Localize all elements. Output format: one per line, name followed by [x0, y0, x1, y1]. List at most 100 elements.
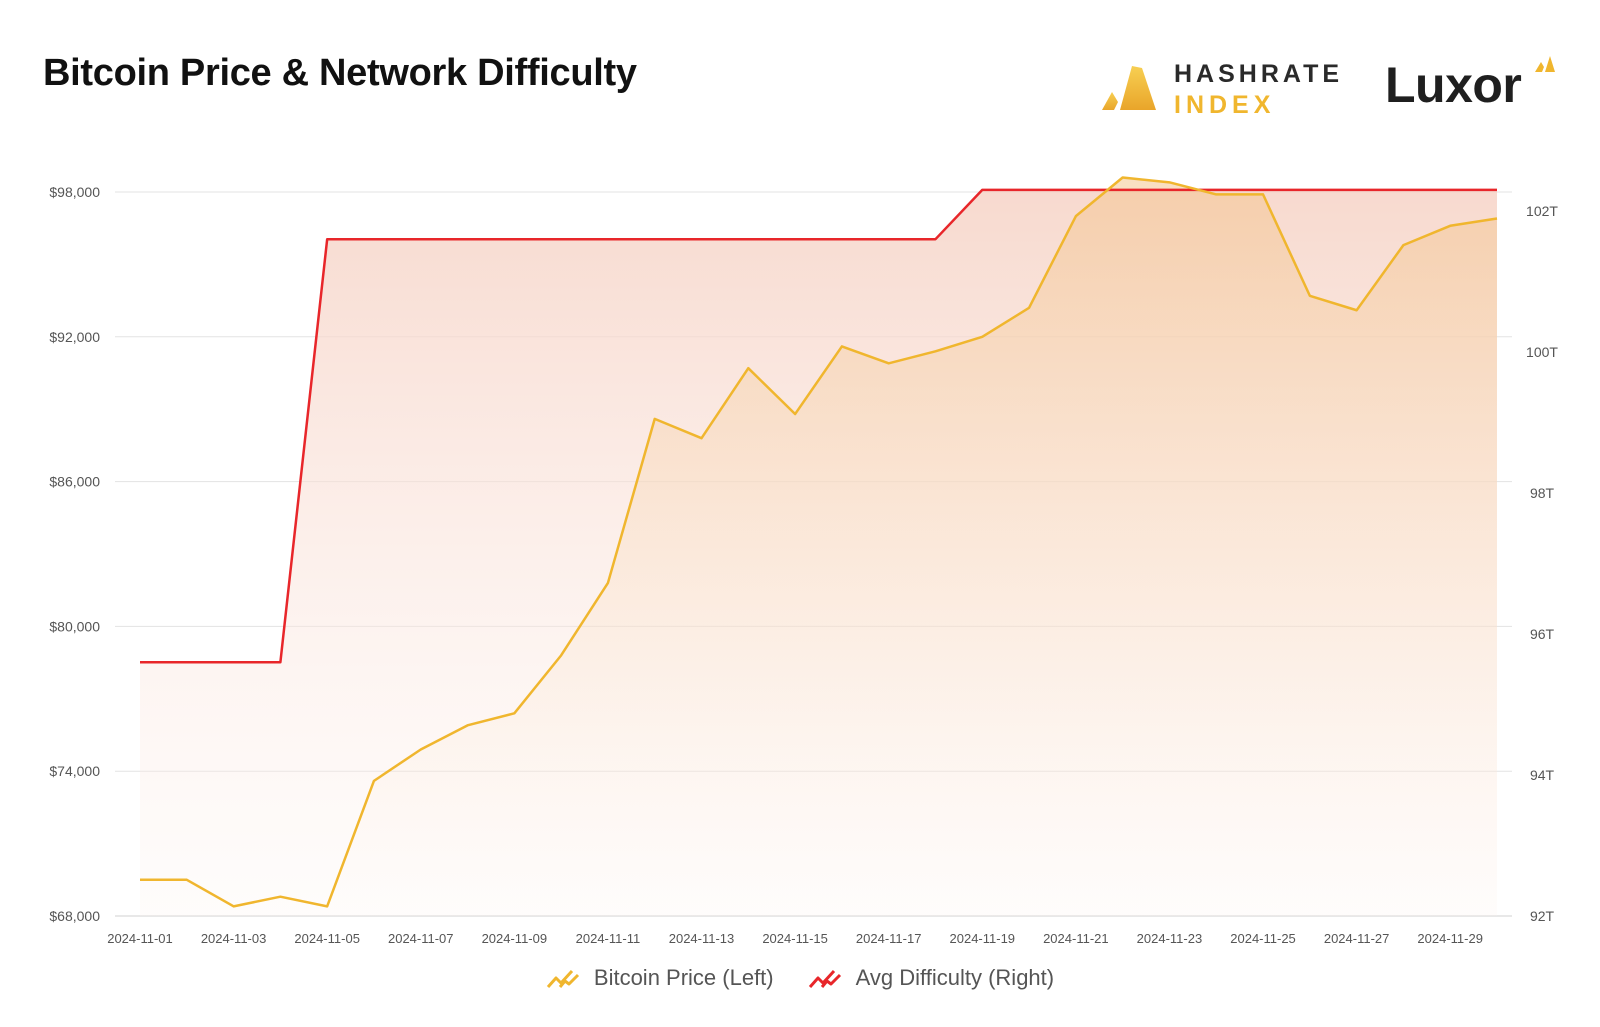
- difficulty-line: [140, 188, 1497, 664]
- x-tick-label: 2024-11-19: [950, 931, 1016, 946]
- difficulty-point: [232, 660, 236, 664]
- difficulty-point: [840, 237, 844, 241]
- price-point: [1448, 224, 1452, 228]
- difficulty-point: [653, 237, 657, 241]
- difficulty-point: [1355, 188, 1359, 192]
- y-right-tick-label: 98T: [1530, 485, 1555, 501]
- x-tick-label: 2024-11-11: [576, 931, 641, 946]
- x-tick-label: 2024-11-23: [1137, 931, 1203, 946]
- x-axis: 2024-11-01 2024-11-03 2024-11-05 2024-11-07…: [107, 931, 1483, 946]
- x-tick-label: 2024-11-25: [1230, 931, 1296, 946]
- difficulty-point: [1167, 188, 1171, 192]
- series-lines: [138, 176, 1499, 908]
- price-point: [887, 361, 891, 365]
- x-tick-label: 2024-11-03: [201, 931, 267, 946]
- price-point: [746, 366, 750, 370]
- legend-item-difficulty[interactable]: Avg Difficulty (Right): [808, 965, 1054, 991]
- y-left-tick-label: $80,000: [49, 618, 100, 634]
- y-left-tick-label: $92,000: [49, 329, 100, 345]
- hashrate-index-logo: HASHRATE INDEX: [1098, 58, 1339, 119]
- difficulty-point: [138, 660, 142, 664]
- price-point: [933, 349, 937, 353]
- y-right-tick-label: 94T: [1530, 767, 1555, 783]
- price-point: [512, 711, 516, 715]
- price-point: [372, 779, 376, 783]
- difficulty-point: [466, 237, 470, 241]
- difficulty-point: [1214, 188, 1218, 192]
- price-point: [232, 904, 236, 908]
- y-right-tick-label: 100T: [1526, 344, 1558, 360]
- price-point: [278, 895, 282, 899]
- difficulty-point: [1401, 188, 1405, 192]
- difficulty-point: [700, 237, 704, 241]
- legend-label-difficulty: Avg Difficulty (Right): [855, 965, 1055, 990]
- hashrate-logo-line1: HASHRATE: [1174, 60, 1344, 88]
- x-tick-label: 2024-11-05: [294, 931, 360, 946]
- difficulty-point: [1121, 188, 1125, 192]
- price-point: [840, 344, 844, 348]
- luxor-logo-text: Luxor: [1385, 57, 1522, 113]
- price-point: [606, 581, 610, 585]
- price-point: [1074, 214, 1078, 218]
- x-tick-label: 2024-11-21: [1043, 931, 1109, 946]
- difficulty-point: [887, 237, 891, 241]
- line-series-icon: [546, 969, 579, 988]
- x-tick-label: 2024-11-15: [762, 931, 828, 946]
- luxor-logo-icon: [1535, 56, 1555, 72]
- price-point: [700, 436, 704, 440]
- y-right-tick-label: 96T: [1530, 626, 1555, 642]
- difficulty-point: [606, 237, 610, 241]
- difficulty-point: [1027, 188, 1031, 192]
- price-point: [138, 878, 142, 882]
- legend-item-price[interactable]: Bitcoin Price (Left): [546, 965, 774, 991]
- chart-title: Bitcoin Price & Network Difficulty: [43, 52, 637, 94]
- x-tick-label: 2024-11-07: [388, 931, 454, 946]
- x-tick-label: 2024-11-09: [482, 931, 548, 946]
- price-point: [1167, 180, 1171, 184]
- difficulty-point: [793, 237, 797, 241]
- y-right-tick-label: 102T: [1526, 203, 1558, 219]
- price-point: [1401, 243, 1405, 247]
- difficulty-point: [372, 237, 376, 241]
- x-tick-label: 2024-11-01: [107, 931, 173, 946]
- difficulty-point: [559, 237, 563, 241]
- difficulty-point: [325, 237, 329, 241]
- difficulty-point: [1261, 188, 1265, 192]
- difficulty-point: [1308, 188, 1312, 192]
- x-tick-label: 2024-11-17: [856, 931, 922, 946]
- price-point: [185, 878, 189, 882]
- price-point: [1308, 294, 1312, 298]
- luxor-logo: Luxor: [1385, 52, 1565, 122]
- y-left-tick-label: $68,000: [49, 908, 100, 924]
- price-point: [419, 747, 423, 751]
- difficulty-point: [1074, 188, 1078, 192]
- price-point: [1495, 217, 1499, 221]
- y-axis-right: 92T 94T 96T 98T 100T 102T: [1526, 203, 1558, 924]
- series-areas: [140, 177, 1497, 917]
- difficulty-point: [980, 188, 984, 192]
- price-point: [559, 653, 563, 657]
- difficulty-point: [933, 237, 937, 241]
- y-left-tick-label: $86,000: [49, 474, 100, 490]
- difficulty-point: [1495, 188, 1499, 192]
- hashrate-logo-line2: INDEX: [1174, 91, 1276, 119]
- difficulty-point: [419, 237, 423, 241]
- price-point: [1027, 306, 1031, 310]
- price-point: [466, 723, 470, 727]
- price-point: [1355, 308, 1359, 312]
- difficulty-point: [278, 660, 282, 664]
- y-right-tick-label: 92T: [1530, 908, 1555, 924]
- price-point: [1121, 176, 1125, 180]
- line-series-icon: [808, 969, 841, 988]
- difficulty-point: [746, 237, 750, 241]
- y-left-tick-label: $98,000: [49, 184, 100, 200]
- legend: Bitcoin Price (Left) Avg Difficulty (Rig…: [0, 965, 1600, 991]
- x-tick-label: 2024-11-27: [1324, 931, 1390, 946]
- hashrate-index-logo-icon: [1102, 66, 1156, 110]
- price-point: [793, 412, 797, 416]
- difficulty-point: [185, 660, 189, 664]
- price-point: [653, 417, 657, 421]
- price-point: [980, 335, 984, 339]
- y-left-tick-label: $74,000: [49, 763, 100, 779]
